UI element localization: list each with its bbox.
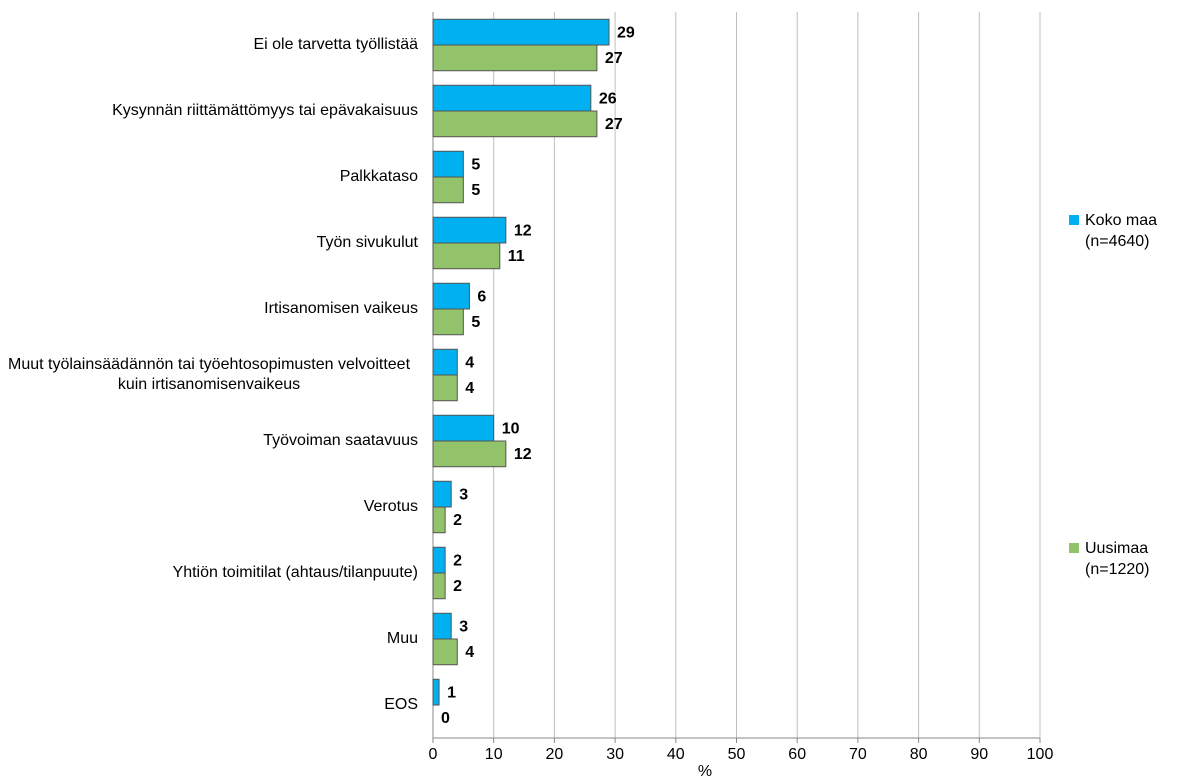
x-axis-label: %	[698, 763, 712, 780]
x-tick-label: 0	[429, 746, 438, 763]
bar	[432, 348, 458, 376]
x-tick-label: 30	[606, 746, 624, 763]
data-label: 5	[471, 182, 480, 199]
data-label: 3	[459, 618, 468, 635]
data-label: 29	[617, 24, 635, 41]
data-label: 2	[453, 552, 462, 569]
bar	[432, 612, 452, 640]
x-tick-label: 80	[910, 746, 928, 763]
bar	[432, 308, 464, 336]
data-label: 3	[459, 486, 468, 503]
bar	[432, 414, 495, 442]
x-tick-label: 20	[546, 746, 564, 763]
data-label: 4	[465, 380, 474, 397]
bar	[432, 440, 507, 468]
data-label: 10	[502, 420, 520, 437]
legend-label: Koko maa (n=4640)	[1085, 212, 1158, 250]
y-tick-label: Kysynnän riittämättömyys tai epävakaisuu…	[112, 102, 418, 119]
data-label: 27	[605, 50, 623, 67]
data-label: 12	[514, 222, 532, 239]
y-tick-label: Muut työlainsäädännön tai työehtosopimus…	[7, 356, 411, 393]
data-label: 12	[514, 446, 532, 463]
bar	[432, 572, 446, 600]
y-tick-label: Palkkataso	[339, 168, 418, 185]
legend-swatch	[1069, 215, 1079, 225]
legend-entry: Koko maa (n=4640)	[1069, 210, 1175, 252]
data-label: 26	[599, 90, 617, 107]
y-tick-label: EOS	[384, 696, 418, 713]
bar	[432, 546, 446, 574]
x-tick-label: 60	[788, 746, 806, 763]
x-tick-label: 40	[667, 746, 685, 763]
bar	[432, 84, 592, 112]
y-tick-label: Irtisanomisen vaikeus	[264, 300, 418, 317]
y-tick-label: Ei ole tarvetta työllistää	[253, 36, 418, 53]
bar	[432, 176, 464, 204]
legend-label: Uusimaa (n=1220)	[1085, 540, 1150, 578]
data-label: 5	[471, 156, 480, 173]
data-label: 4	[465, 354, 474, 371]
y-tick-label: Työn sivukulut	[316, 234, 418, 251]
y-tick-label: Verotus	[363, 498, 418, 515]
bar	[432, 374, 458, 402]
data-label: 1	[447, 684, 456, 701]
bar	[432, 44, 598, 72]
bar	[432, 506, 446, 534]
data-label: 0	[441, 710, 450, 727]
bar	[432, 110, 598, 138]
bar	[432, 638, 458, 666]
x-tick-label: 90	[970, 746, 988, 763]
data-label: 27	[605, 116, 623, 133]
data-label: 11	[508, 248, 525, 265]
data-label: 6	[477, 288, 486, 305]
data-label: 2	[453, 512, 462, 529]
bar	[432, 678, 440, 706]
bar	[432, 282, 470, 310]
y-tick-label: Muu	[386, 630, 418, 647]
data-label: 5	[471, 314, 480, 331]
bar	[432, 480, 452, 508]
y-tick-label: Työvoiman saatavuus	[263, 432, 418, 449]
bar	[432, 18, 610, 46]
data-label: 4	[465, 644, 474, 661]
bar	[432, 216, 507, 244]
x-tick-label: 70	[849, 746, 867, 763]
bar	[432, 242, 501, 270]
data-label: 2	[453, 578, 462, 595]
x-tick-label: 100	[1027, 746, 1054, 763]
bar	[432, 150, 464, 178]
y-tick-label: Yhtiön toimitilat (ahtaus/tilanpuute)	[172, 564, 418, 581]
x-tick-label: 10	[485, 746, 503, 763]
legend-swatch	[1069, 543, 1079, 553]
x-tick-label: 50	[728, 746, 746, 763]
legend-entry: Uusimaa (n=1220)	[1069, 538, 1175, 580]
